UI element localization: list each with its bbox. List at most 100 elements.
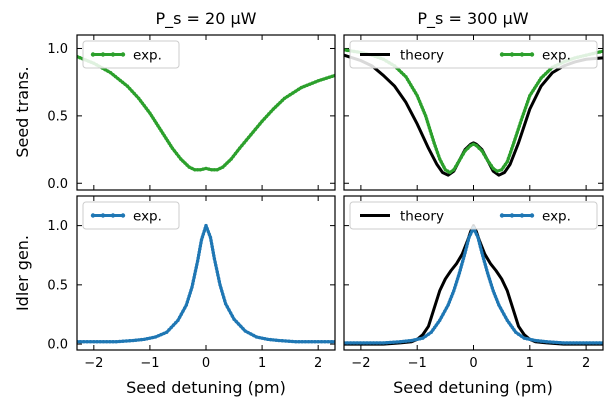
data-point — [548, 67, 552, 72]
data-point — [466, 146, 470, 150]
data-point — [169, 325, 173, 330]
data-point — [528, 337, 532, 342]
data-point — [461, 256, 466, 261]
data-point — [407, 339, 411, 343]
data-point — [452, 289, 456, 293]
data-point — [216, 273, 220, 277]
data-point — [326, 340, 330, 344]
data-point — [484, 155, 488, 159]
legend: exp. — [82, 40, 180, 69]
data-point — [516, 332, 521, 336]
data-point — [529, 91, 534, 95]
data-point — [125, 84, 130, 88]
data-point — [234, 319, 238, 324]
data-point — [584, 341, 589, 345]
legend-marker — [110, 52, 116, 57]
data-point — [401, 339, 405, 344]
data-point — [104, 340, 109, 344]
data-point — [197, 253, 201, 257]
data-point — [476, 235, 480, 240]
data-point — [494, 297, 499, 301]
data-point — [128, 339, 132, 343]
data-point — [435, 150, 440, 155]
data-point — [185, 300, 189, 304]
data-point — [215, 168, 219, 172]
data-point — [381, 341, 386, 345]
data-point — [121, 339, 125, 343]
axes-frame — [76, 195, 336, 351]
data-point — [322, 77, 326, 81]
data-point — [179, 312, 184, 316]
data-point — [195, 259, 200, 263]
data-point — [498, 306, 503, 310]
data-point — [264, 114, 269, 119]
data-point — [525, 337, 529, 341]
data-point — [512, 328, 516, 332]
data-point — [251, 130, 255, 134]
data-point — [477, 238, 481, 243]
data-point — [525, 100, 530, 104]
data-point — [375, 341, 379, 345]
data-point — [459, 155, 463, 159]
x-tick-label: 0 — [202, 356, 210, 371]
data-point — [345, 341, 349, 345]
data-point — [85, 340, 89, 344]
data-point — [457, 158, 462, 163]
data-point — [327, 75, 332, 79]
data-point — [82, 340, 86, 344]
data-point — [419, 102, 423, 107]
data-point — [428, 129, 433, 133]
data-point — [399, 70, 404, 75]
data-point — [568, 341, 572, 345]
data-point — [237, 146, 242, 150]
data-point — [429, 132, 433, 136]
data-point — [518, 121, 522, 125]
data-point — [232, 317, 236, 321]
data-point — [426, 123, 431, 127]
x-tick-label: 2 — [314, 356, 322, 371]
data-point — [438, 157, 442, 161]
data-point — [240, 143, 244, 148]
data-point — [489, 283, 494, 287]
data-point — [395, 340, 399, 344]
data-point — [162, 134, 167, 138]
data-point — [441, 312, 445, 316]
data-point — [262, 117, 267, 121]
data-point — [111, 340, 115, 344]
data-point — [508, 150, 513, 154]
x-tick-label: −1 — [140, 356, 159, 371]
data-point — [288, 93, 292, 97]
data-point — [302, 84, 306, 89]
data-point — [212, 254, 216, 258]
data-point — [260, 119, 264, 123]
data-point — [227, 159, 231, 163]
data-point — [151, 116, 155, 120]
data-point — [468, 143, 473, 148]
column-title-left: P_s = 20 μW — [155, 9, 256, 29]
data-point — [489, 164, 494, 168]
data-point — [162, 331, 166, 336]
data-point — [510, 147, 514, 151]
data-point — [106, 69, 110, 73]
data-point — [438, 318, 442, 323]
data-point — [184, 303, 189, 307]
legend-label: theory — [400, 209, 444, 225]
data-point — [249, 133, 253, 137]
legend: theory exp. — [349, 40, 598, 69]
data-point — [511, 143, 515, 148]
data-point — [480, 251, 484, 255]
legend-marker — [120, 213, 126, 218]
data-point — [294, 89, 298, 93]
data-point — [455, 161, 460, 166]
data-point — [404, 75, 408, 79]
data-point — [128, 86, 132, 91]
data-point — [191, 279, 196, 283]
data-point — [496, 300, 500, 304]
data-point — [268, 337, 273, 342]
data-point — [530, 338, 535, 342]
data-point — [581, 341, 585, 345]
data-point — [214, 263, 218, 267]
data-point — [474, 232, 479, 236]
data-point — [316, 79, 320, 83]
data-point — [422, 111, 427, 115]
